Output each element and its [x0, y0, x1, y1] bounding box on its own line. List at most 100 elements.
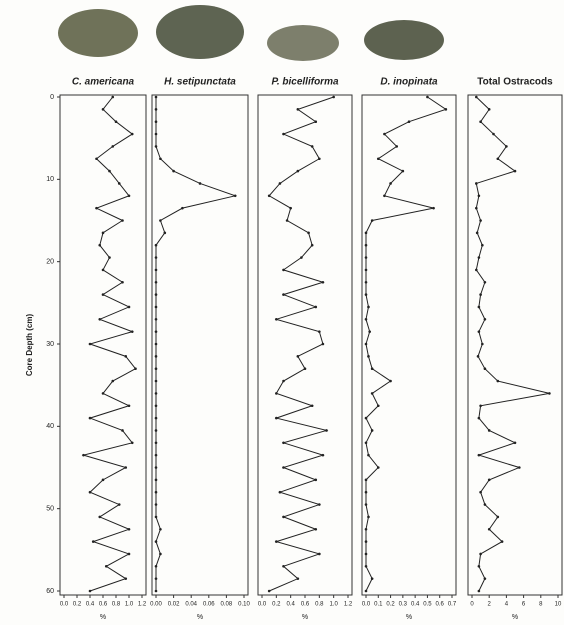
data-point [518, 466, 521, 469]
data-point [296, 169, 300, 173]
data-point [477, 416, 481, 420]
panel-title: C. americana [72, 77, 135, 88]
x-tick-label: 0.2 [272, 602, 281, 608]
data-point [314, 120, 318, 123]
x-tick-label: 0.06 [203, 602, 215, 608]
y-tick-label: 0 [50, 94, 54, 101]
data-point [383, 194, 386, 198]
data-point [314, 478, 318, 482]
data-point [82, 453, 85, 457]
x-tick-label: 0.8 [315, 602, 324, 608]
data-point [364, 527, 368, 531]
data-point [172, 169, 175, 173]
data-point [479, 293, 482, 296]
data-point [154, 293, 158, 296]
panel-frame [361, 94, 457, 596]
x-tick-label: 0 [470, 602, 474, 608]
data-point [121, 429, 124, 432]
x-axis-label: % [302, 614, 308, 621]
data-point [367, 355, 370, 358]
x-tick-label: 2 [488, 602, 492, 608]
data-point [154, 540, 158, 543]
data-point [114, 120, 118, 123]
data-point [477, 305, 481, 309]
data-point [154, 404, 158, 408]
data-point [364, 243, 368, 247]
data-point [127, 404, 131, 408]
x-tick-label: 0.8 [112, 602, 121, 608]
data-point [475, 231, 479, 235]
data-point [275, 416, 278, 420]
data-point [314, 527, 318, 531]
data-point [303, 367, 307, 371]
data-point [154, 466, 158, 469]
data-point [154, 490, 158, 494]
data-point [364, 280, 368, 284]
data-point [513, 441, 517, 445]
panel-title: D. inopinata [380, 77, 438, 88]
x-tick-label: 0.0 [258, 602, 267, 608]
panel-title: P. bicelliforma [271, 77, 339, 88]
data-point [475, 95, 478, 99]
data-point [505, 145, 508, 148]
data-point [154, 441, 158, 445]
data-point [101, 478, 105, 482]
panel-frame [467, 94, 563, 596]
data-point [95, 157, 98, 161]
data-point [364, 565, 368, 568]
data-point [154, 342, 158, 346]
data-point [481, 342, 484, 346]
x-tick-label: 0.2 [73, 602, 82, 608]
data-point [296, 577, 300, 580]
data-point [154, 515, 158, 519]
data-point [432, 206, 435, 210]
data-point [154, 132, 158, 136]
y-tick-label: 30 [46, 341, 54, 348]
data-point [101, 108, 105, 111]
data-point [487, 527, 491, 531]
data-point [163, 231, 167, 235]
data-point [332, 95, 335, 99]
x-axis-label: % [100, 614, 106, 621]
specimen-images [58, 5, 444, 61]
data-point [154, 95, 158, 99]
data-point [233, 194, 237, 198]
data-point [364, 318, 368, 321]
x-tick-label: 0.3 [399, 602, 408, 608]
data-point [154, 268, 158, 272]
data-point [487, 429, 491, 432]
specimen-image [267, 25, 339, 61]
data-point [477, 565, 481, 568]
panel-title: H. setipunctata [164, 77, 236, 88]
data-point [487, 478, 491, 482]
data-point [88, 490, 92, 494]
data-point [310, 145, 314, 148]
data-point [389, 379, 392, 383]
data-point [477, 256, 481, 259]
x-axis-label: % [406, 614, 412, 621]
data-point [159, 527, 162, 531]
data-point [367, 515, 370, 519]
data-point [275, 540, 278, 543]
x-tick-label: 6 [522, 602, 526, 608]
data-point [364, 441, 368, 445]
data-point [483, 503, 487, 506]
x-tick-label: 0.1 [374, 602, 383, 608]
x-tick-label: 0.4 [411, 602, 420, 608]
data-point [101, 268, 105, 272]
data-point [117, 503, 121, 506]
data-point [307, 231, 310, 235]
data-point [548, 392, 551, 395]
data-point [444, 108, 448, 111]
panel-frame [151, 94, 249, 596]
x-axis-label: % [512, 614, 518, 621]
data-point [476, 355, 480, 358]
data-point [154, 243, 158, 247]
data-point [376, 404, 380, 408]
data-point [477, 194, 481, 198]
data-point [130, 330, 134, 333]
data-point [364, 268, 368, 272]
x-axis-label: % [197, 614, 203, 621]
y-tick-label: 10 [46, 176, 54, 183]
